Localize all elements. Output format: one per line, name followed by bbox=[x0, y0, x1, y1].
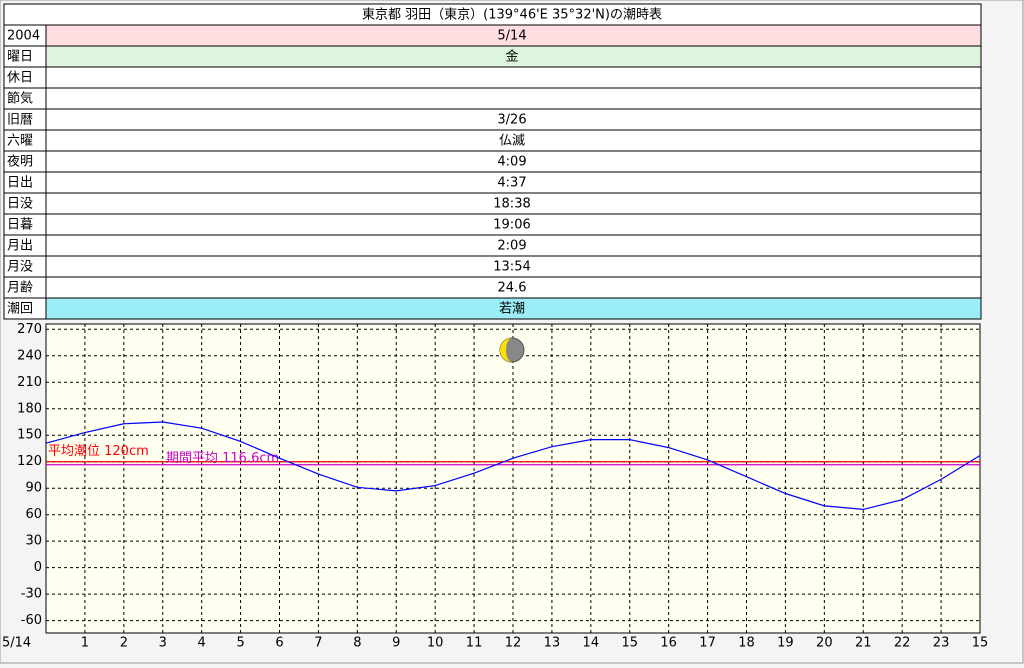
value-cell bbox=[45, 297, 982, 320]
row-value: 仏滅 bbox=[499, 134, 525, 149]
y-tick-label: 240 bbox=[17, 348, 42, 363]
row-value: 19:06 bbox=[493, 218, 530, 233]
value-cell bbox=[45, 87, 982, 110]
y-tick-label: 120 bbox=[17, 454, 42, 469]
x-tick-label: 3 bbox=[159, 636, 167, 651]
x-tick-label: 5 bbox=[236, 636, 244, 651]
y-tick-label: 30 bbox=[25, 534, 42, 549]
row-label: 六曜 bbox=[7, 134, 33, 149]
row-value: 4:09 bbox=[497, 155, 526, 170]
x-tick-label: 15 bbox=[972, 636, 989, 651]
y-tick-label: -30 bbox=[21, 587, 42, 602]
row-label: 曜日 bbox=[7, 50, 33, 65]
row-label: 夜明 bbox=[7, 155, 33, 170]
row-value: 4:37 bbox=[497, 176, 526, 191]
x-tick-label: 7 bbox=[314, 636, 322, 651]
x-tick-label: 20 bbox=[816, 636, 833, 651]
y-tick-label: 180 bbox=[17, 401, 42, 416]
x-tick-label: 14 bbox=[583, 636, 600, 651]
plot-area bbox=[45, 323, 981, 634]
x-tick-label: 1 bbox=[81, 636, 89, 651]
x-tick-label: 22 bbox=[894, 636, 911, 651]
y-tick-label: 60 bbox=[25, 507, 42, 522]
row-value: 24.6 bbox=[498, 281, 527, 296]
row-value: 2:09 bbox=[497, 239, 526, 254]
x-tick-label: 12 bbox=[505, 636, 522, 651]
row-value: 13:54 bbox=[493, 260, 530, 275]
row-value: 若潮 bbox=[499, 301, 525, 317]
row-label: 月齢 bbox=[7, 281, 33, 296]
x-tick-label: 17 bbox=[699, 636, 716, 651]
row-label: 日没 bbox=[7, 197, 33, 212]
row-label: 月没 bbox=[7, 260, 33, 275]
row-label: 月出 bbox=[7, 239, 33, 254]
x-tick-label: 19 bbox=[777, 636, 794, 651]
row-label: 2004 bbox=[7, 29, 40, 44]
row-label: 旧暦 bbox=[7, 113, 33, 128]
x-tick-label: 5/14 bbox=[2, 636, 31, 651]
x-tick-label: 21 bbox=[855, 636, 872, 651]
row-label: 潮回 bbox=[7, 302, 33, 317]
row-value: 18:38 bbox=[493, 197, 530, 212]
y-tick-label: 210 bbox=[17, 375, 42, 390]
value-cell bbox=[45, 66, 982, 89]
x-tick-label: 13 bbox=[544, 636, 561, 651]
reference-label: 平均潮位 120cm bbox=[48, 444, 149, 459]
row-label: 日出 bbox=[7, 176, 33, 191]
y-tick-label: 270 bbox=[17, 322, 42, 337]
row-label: 休日 bbox=[7, 71, 33, 86]
row-value: 金 bbox=[505, 49, 518, 65]
x-tick-label: 6 bbox=[275, 636, 283, 651]
x-tick-label: 4 bbox=[198, 636, 206, 651]
tide-curve bbox=[45, 421, 981, 511]
reference-label: 期間平均 116.6cm bbox=[166, 451, 279, 466]
row-label: 節気 bbox=[7, 91, 33, 107]
x-tick-label: 15 bbox=[621, 636, 638, 651]
x-tick-label: 8 bbox=[353, 636, 361, 651]
moon-lit bbox=[500, 338, 512, 362]
x-tick-label: 9 bbox=[392, 636, 400, 651]
x-tick-label: 11 bbox=[466, 636, 483, 651]
x-tick-label: 23 bbox=[933, 636, 950, 651]
y-tick-label: 0 bbox=[34, 560, 42, 575]
x-tick-label: 10 bbox=[427, 636, 444, 651]
row-value: 3/26 bbox=[497, 113, 526, 128]
row-label: 日暮 bbox=[7, 218, 33, 233]
y-tick-label: 90 bbox=[25, 481, 42, 496]
x-tick-label: 16 bbox=[660, 636, 677, 651]
table-title: 東京都 羽田（東京）(139°46'E 35°32'N)の潮時表 bbox=[362, 7, 662, 23]
x-tick-label: 18 bbox=[738, 636, 755, 651]
y-tick-label: -60 bbox=[21, 613, 42, 628]
row-value: 5/14 bbox=[497, 29, 526, 44]
x-tick-label: 2 bbox=[120, 636, 128, 651]
y-tick-label: 150 bbox=[17, 428, 42, 443]
